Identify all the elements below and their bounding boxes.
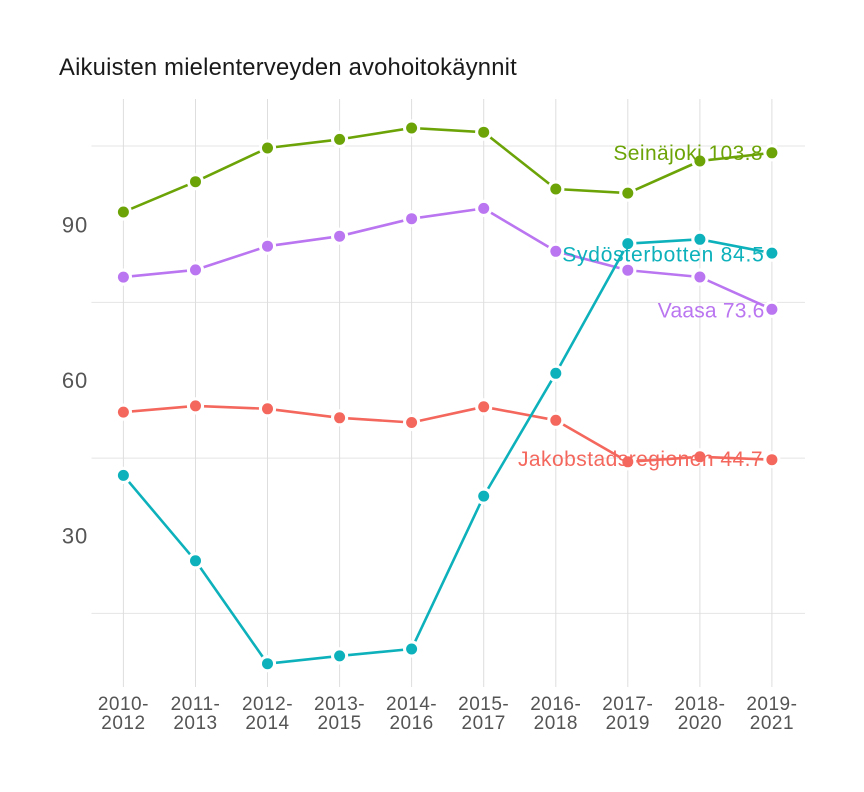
svg-text:2014-: 2014-: [386, 694, 437, 715]
svg-text:2010-: 2010-: [98, 694, 149, 715]
svg-text:2017-: 2017-: [602, 694, 653, 715]
svg-text:2019-: 2019-: [746, 694, 797, 715]
svg-text:2017: 2017: [462, 713, 506, 734]
svg-text:2020: 2020: [678, 713, 722, 734]
svg-text:Jakobstadsregionen 44.7: Jakobstadsregionen 44.7: [518, 448, 763, 471]
svg-text:2016-: 2016-: [530, 694, 581, 715]
svg-text:2015-: 2015-: [458, 694, 509, 715]
svg-text:2011-: 2011-: [171, 694, 221, 715]
svg-text:30: 30: [62, 524, 88, 549]
svg-text:2019: 2019: [606, 713, 650, 734]
svg-text:2013-: 2013-: [314, 694, 365, 715]
svg-text:Aikuisten mielenterveyden avoh: Aikuisten mielenterveyden avohoitokäynni…: [59, 54, 517, 81]
svg-text:2018: 2018: [534, 713, 578, 734]
svg-text:2021: 2021: [750, 713, 794, 734]
svg-text:Seinäjoki 103.8: Seinäjoki 103.8: [613, 142, 763, 165]
svg-text:Vaasa 73.6: Vaasa 73.6: [658, 300, 765, 323]
svg-text:2015: 2015: [317, 713, 361, 734]
svg-text:60: 60: [62, 368, 88, 393]
svg-text:Sydösterbotten 84.5: Sydösterbotten 84.5: [562, 243, 764, 266]
svg-text:2012-: 2012-: [242, 694, 293, 715]
svg-text:2013: 2013: [173, 713, 217, 734]
svg-text:2012: 2012: [101, 713, 145, 734]
svg-text:2014: 2014: [245, 713, 289, 734]
svg-text:2016: 2016: [389, 713, 433, 734]
svg-text:2018-: 2018-: [674, 694, 725, 715]
svg-text:90: 90: [62, 213, 88, 238]
